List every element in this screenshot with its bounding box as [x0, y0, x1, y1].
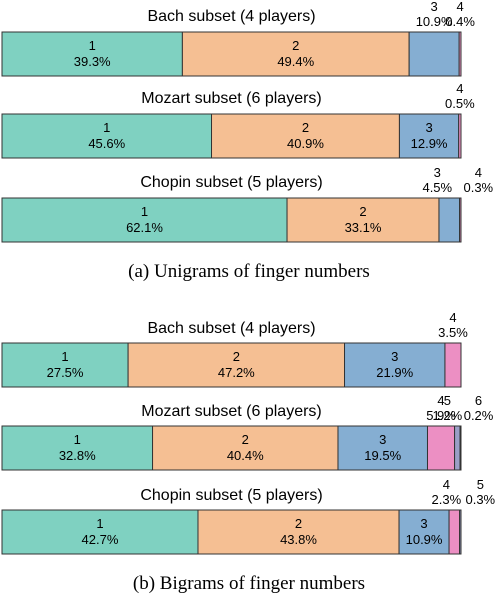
bar-segment-2: [152, 425, 339, 471]
segment-number-label: 3: [431, 0, 438, 14]
segment-percent-label: 21.9%: [376, 365, 413, 380]
bar-segment-2: [197, 509, 400, 555]
bar-segment-4: [444, 342, 462, 388]
bar-segment-3: [337, 425, 428, 471]
segment-number-label: 3: [379, 432, 386, 447]
segment-percent-label: 12.9%: [411, 136, 448, 151]
segment-number-label: 4: [437, 393, 444, 408]
segment-number-label: 6: [475, 393, 482, 408]
segment-percent-label: 0.2%: [464, 408, 494, 423]
bar-segment-2: [286, 197, 440, 243]
segment-percent-label: 45.6%: [88, 136, 125, 151]
segment-percent-label: 49.4%: [277, 54, 314, 69]
segment-number-label: 4: [449, 310, 456, 325]
segment-percent-label: 0.3%: [463, 180, 493, 195]
bar-title: Bach subset (4 players): [147, 8, 315, 25]
segment-percent-label: 2.3%: [432, 492, 462, 507]
segment-number-label: 2: [233, 349, 240, 364]
segment-number-label: 5: [477, 477, 484, 492]
segment-percent-label: 33.1%: [345, 220, 382, 235]
bar-segment-4: [458, 113, 462, 159]
segment-percent-label: 10.9%: [416, 14, 453, 29]
bar-segment-5: [454, 425, 461, 471]
segment-number-label: 2: [359, 204, 366, 219]
segment-number-label: 1: [141, 204, 148, 219]
segment-percent-label: 47.2%: [218, 365, 255, 380]
segment-percent-label: 62.1%: [126, 220, 163, 235]
bar-segment-3: [398, 113, 460, 159]
bar-segment-1: [1, 31, 183, 77]
segment-number-label: 3: [420, 516, 427, 531]
segment-number-label: 4: [456, 0, 463, 14]
bar-segment-3: [344, 342, 446, 388]
segment-percent-label: 5.9%: [426, 408, 456, 423]
segment-number-label: 1: [61, 349, 68, 364]
segment-percent-label: 3.5%: [438, 325, 468, 340]
segment-number-label: 3: [434, 165, 441, 180]
bar-segment-4: [459, 197, 462, 243]
segment-percent-label: 19.5%: [364, 448, 401, 463]
segment-percent-label: 27.5%: [47, 365, 84, 380]
figure-caption: (b) Bigrams of finger numbers: [133, 573, 365, 594]
segment-percent-label: 39.3%: [74, 54, 111, 69]
bar-segment-2: [127, 342, 346, 388]
bar-segment-3: [398, 509, 450, 555]
bar-title: Mozart subset (6 players): [141, 403, 322, 420]
segment-percent-label: 10.9%: [406, 532, 443, 547]
bar-segment-1: [1, 425, 154, 471]
segment-number-label: 1: [103, 120, 110, 135]
segment-number-label: 4: [456, 81, 463, 96]
segment-percent-label: 32.8%: [59, 448, 96, 463]
segment-number-label: 4: [443, 477, 450, 492]
segment-percent-label: 42.7%: [82, 532, 119, 547]
segment-number-label: 1: [74, 432, 81, 447]
segment-percent-label: 4.5%: [422, 180, 452, 195]
segment-number-label: 2: [292, 38, 299, 53]
bar-segment-4: [426, 425, 456, 471]
segment-number-label: 1: [96, 516, 103, 531]
segment-number-label: 1: [89, 38, 96, 53]
bar-title: Bach subset (4 players): [147, 320, 315, 337]
segment-percent-label: 43.8%: [280, 532, 317, 547]
bar-segment-5: [459, 509, 462, 555]
segment-number-label: 2: [302, 120, 309, 135]
segment-number-label: 3: [425, 120, 432, 135]
bar-segment-6: [459, 425, 462, 471]
bar-segment-3: [438, 197, 461, 243]
bar-segment-2: [181, 31, 410, 77]
segment-percent-label: 0.5%: [445, 96, 475, 111]
segment-number-label: 2: [242, 432, 249, 447]
bar-title: Chopin subset (5 players): [140, 487, 322, 504]
segment-number-label: 3: [391, 349, 398, 364]
segment-number-label: 4: [475, 165, 482, 180]
segment-percent-label: 0.3%: [465, 492, 495, 507]
segment-number-label: 2: [295, 516, 302, 531]
figure-caption: (a) Unigrams of finger numbers: [128, 261, 370, 282]
bar-segment-4: [458, 31, 462, 77]
bar-segment-1: [1, 509, 199, 555]
segment-percent-label: 40.9%: [287, 136, 324, 151]
segment-percent-label: 1.2%: [433, 408, 463, 423]
bar-segment-1: [1, 342, 129, 388]
segment-number-label: 5: [444, 393, 451, 408]
segment-percent-label: 40.4%: [227, 448, 264, 463]
bar-segment-4: [448, 509, 461, 555]
segment-percent-label: 0.4%: [445, 14, 475, 29]
bar-title: Mozart subset (6 players): [141, 90, 322, 107]
bar-title: Chopin subset (5 players): [140, 174, 322, 191]
bar-segment-3: [408, 31, 460, 77]
bar-segment-1: [1, 197, 288, 243]
